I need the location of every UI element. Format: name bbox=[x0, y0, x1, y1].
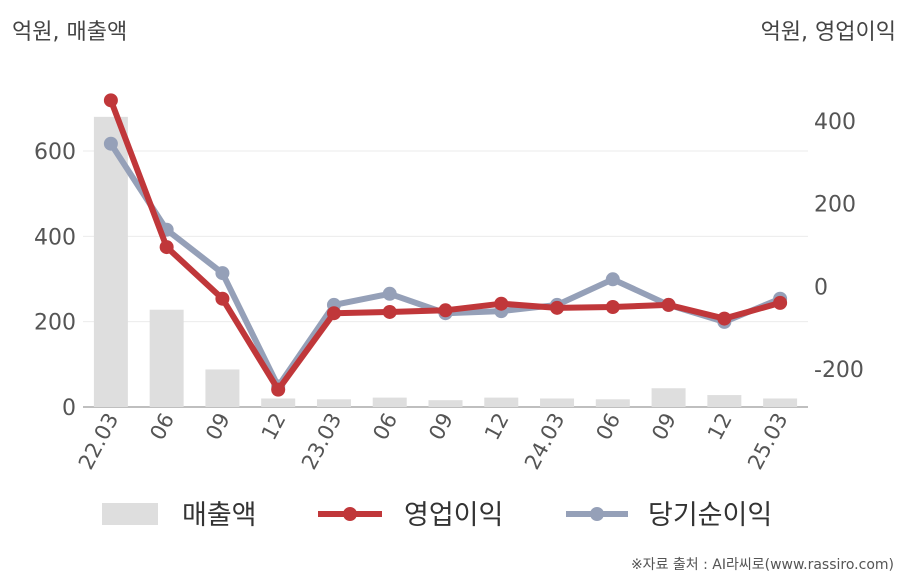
bar-revenue bbox=[484, 397, 519, 407]
y-left-tick-label: 400 bbox=[34, 225, 76, 250]
x-tick-label: 24.03 bbox=[520, 409, 569, 473]
x-tick-label: 06 bbox=[368, 409, 402, 444]
x-tick-label: 06 bbox=[591, 409, 625, 444]
line-operating-profit-point bbox=[438, 303, 453, 318]
line-operating-profit-point bbox=[605, 300, 620, 314]
bar-revenue bbox=[149, 309, 184, 407]
bar-revenue bbox=[316, 399, 351, 407]
y-right-tick-label: 200 bbox=[814, 193, 856, 218]
x-tick-label: 12 bbox=[703, 409, 737, 444]
legend-label-revenue: 매출액 bbox=[182, 500, 257, 531]
legend-marker-operating-profit bbox=[343, 507, 357, 521]
x-tick-label: 23.03 bbox=[297, 409, 346, 473]
line-operating-profit-point bbox=[326, 306, 341, 321]
x-tick-label: 09 bbox=[647, 409, 681, 444]
bar-revenue bbox=[372, 397, 407, 407]
bar-revenue bbox=[651, 388, 686, 407]
bar-revenue bbox=[540, 398, 575, 407]
x-tick-label: 12 bbox=[257, 409, 291, 444]
line-operating-profit-point bbox=[717, 311, 732, 326]
line-net-income bbox=[108, 142, 782, 390]
x-tick-label: 06 bbox=[145, 409, 179, 444]
bar-revenue bbox=[595, 399, 630, 407]
legend-swatch-revenue bbox=[102, 503, 158, 525]
line-operating-profit-point bbox=[159, 240, 174, 255]
x-tick-label: 09 bbox=[424, 409, 458, 444]
bar-revenue bbox=[428, 400, 463, 407]
y-right-tick-label: -200 bbox=[814, 358, 864, 383]
x-tick-label: 12 bbox=[480, 409, 514, 444]
y-left-tick-label: 600 bbox=[34, 140, 76, 165]
right-axis-unit: 억원, 영업이익 bbox=[760, 20, 896, 45]
line-operating-profit-point bbox=[215, 291, 230, 306]
line-net-income-point bbox=[215, 266, 230, 281]
legend-label-operating-profit: 영업이익 bbox=[404, 500, 503, 531]
x-tick-label: 09 bbox=[201, 409, 235, 444]
line-operating-profit-point bbox=[382, 304, 397, 319]
bar-revenue bbox=[261, 398, 296, 407]
line-operating-profit-point bbox=[550, 300, 565, 315]
line-net-income-point bbox=[605, 272, 620, 287]
line-net-income-point bbox=[103, 136, 118, 151]
line-operating-profit bbox=[108, 99, 781, 393]
line-operating-profit-point bbox=[103, 93, 118, 108]
line-operating-profit-point bbox=[494, 296, 509, 311]
legend-marker-net-income bbox=[590, 507, 604, 521]
line-net-income-point bbox=[382, 286, 397, 301]
x-tick-label: 22.03 bbox=[74, 409, 123, 473]
line-operating-profit-point bbox=[661, 297, 676, 312]
y-left-tick-label: 0 bbox=[62, 396, 76, 421]
source-note: ※자료 출처 : AI라씨로(www.rassiro.com) bbox=[630, 557, 894, 573]
legend-label-net-income: 당기순이익 bbox=[648, 500, 772, 531]
y-right-tick-label: 400 bbox=[814, 110, 856, 135]
left-axis-unit: 억원, 매출액 bbox=[12, 20, 128, 45]
y-left-tick-label: 200 bbox=[34, 311, 76, 336]
bar-revenue bbox=[763, 398, 798, 407]
line-operating-profit-point bbox=[271, 382, 286, 397]
bar-revenue bbox=[205, 369, 240, 407]
line-operating-profit-point bbox=[773, 295, 788, 310]
x-tick-label: 25.03 bbox=[743, 409, 792, 473]
bar-revenue bbox=[707, 395, 742, 407]
y-right-tick-label: 0 bbox=[814, 275, 828, 300]
